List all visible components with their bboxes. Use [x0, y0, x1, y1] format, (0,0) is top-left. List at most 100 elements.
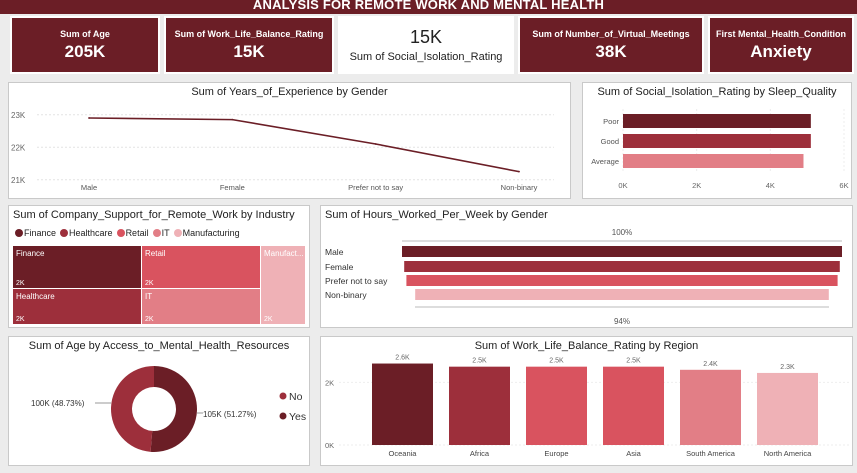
legend-item[interactable]: Manufacturing	[173, 228, 240, 238]
treemap-cell-label: IT	[145, 292, 152, 301]
kpi-label: Sum of Number_of_Virtual_Meetings	[532, 29, 690, 39]
x-tick-label: Africa	[470, 449, 490, 458]
isolation-bar-chart: 0K 2K 4K 6K Poor Good Average	[591, 109, 849, 190]
company-legend: Finance Healthcare Retail IT Manufacturing	[15, 228, 240, 238]
chart-title: Sum of Company_Support_for_Remote_Work b…	[13, 209, 295, 221]
card-hours-worked[interactable]: Sum of Hours_Worked_Per_Week by Gender 1…	[320, 205, 853, 328]
x-tick-label: 2K	[692, 181, 701, 190]
treemap-cell-label: Manufact...	[264, 249, 304, 258]
y-tick-label: 23K	[11, 111, 26, 120]
slice-label: 100K (48.73%)	[31, 399, 85, 408]
card-isolation-by-sleep[interactable]: Sum of Social_Isolation_Rating by Sleep_…	[582, 82, 852, 199]
category-label: Male	[325, 247, 344, 257]
funnel-bar	[406, 275, 838, 286]
data-label: 2.6K	[395, 355, 410, 362]
legend-label: No	[289, 391, 303, 403]
treemap-cell	[13, 289, 141, 324]
category-label: Average	[591, 157, 619, 166]
kpi-sum-of-age[interactable]: Sum of Age 205K	[10, 16, 160, 74]
legend-label: Healthcare	[69, 228, 113, 238]
legend-label: Finance	[24, 228, 57, 238]
x-tick-label: Asia	[626, 449, 641, 458]
treemap-value-label: 2K	[16, 316, 25, 323]
x-tick-label: Oceania	[389, 449, 418, 458]
bar-europe	[526, 366, 587, 445]
title-bar: ANALYSIS FOR REMOTE WORK AND MENTAL HEAL…	[0, 0, 857, 14]
treemap-cell-label: Finance	[16, 249, 45, 258]
donut-slice-no	[111, 366, 154, 452]
treemap-value-label: 2K	[145, 280, 154, 287]
card-age-by-access[interactable]: Sum of Age by Access_to_Mental_Health_Re…	[8, 336, 310, 466]
chart-title: Sum of Hours_Worked_Per_Week by Gender	[325, 209, 548, 221]
kpi-label: Sum of Age	[60, 29, 110, 39]
data-label: 2.4K	[703, 361, 718, 368]
x-tick-label: Prefer not to say	[348, 183, 403, 192]
legend-swatch	[15, 229, 23, 237]
legend-swatch	[60, 229, 69, 237]
x-tick-label: 6K	[839, 181, 848, 190]
slice-label: 105K (51.27%)	[203, 410, 257, 419]
card-experience-by-gender[interactable]: Sum of Years_of_Experience by Gender 23K…	[8, 82, 571, 199]
legend-swatch	[173, 229, 182, 237]
data-label: 2.5K	[626, 358, 641, 365]
bar-oceania	[372, 363, 433, 445]
treemap-cell-label: Retail	[145, 249, 166, 258]
kpi-value: 15K	[409, 27, 443, 47]
data-point	[88, 117, 90, 119]
donut-slice-yes	[150, 366, 198, 452]
legend-item[interactable]: Healthcare	[60, 228, 113, 238]
legend-swatch	[116, 229, 125, 237]
funnel-bottom-label: 94%	[614, 317, 630, 326]
card-wlb-by-region[interactable]: Sum of Work_Life_Balance_Rating by Regio…	[320, 336, 853, 466]
access-donut-chart: 100K (48.73%) 105K (51.27%) No Yes	[31, 366, 306, 452]
legend-swatch	[152, 229, 161, 237]
kpi-social-isolation[interactable]: 15K Sum of Social_Isolation_Rating	[338, 16, 514, 74]
category-label: Poor	[603, 117, 619, 126]
category-label: Good	[601, 137, 619, 146]
treemap-value-label: 2K	[16, 280, 25, 287]
legend-label: Yes	[289, 411, 306, 423]
kpi-mental-health-condition[interactable]: First Mental_Health_Condition Anxiety	[708, 16, 854, 74]
data-label: 2.3K	[780, 364, 795, 371]
x-tick-label: Female	[220, 183, 245, 192]
chart-title: Sum of Years_of_Experience by Gender	[191, 86, 388, 98]
data-point	[231, 118, 234, 121]
y-tick-label: 22K	[11, 143, 26, 152]
funnel-bar	[415, 289, 829, 300]
bar-good	[623, 134, 811, 148]
treemap-value-label: 2K	[145, 316, 154, 323]
card-company-support[interactable]: Sum of Company_Support_for_Remote_Work b…	[8, 205, 310, 328]
bar-africa	[449, 366, 510, 445]
x-tick-label: 4K	[766, 181, 775, 190]
bar-north-america	[757, 372, 818, 445]
x-tick-label: 0K	[618, 181, 627, 190]
kpi-work-life-balance[interactable]: Sum of Work_Life_Balance_Rating 15K	[164, 16, 334, 74]
bar-average	[623, 154, 804, 168]
legend-item[interactable]: Finance	[15, 228, 56, 238]
x-tick-label: Non-binary	[501, 183, 538, 192]
y-tick-label: 0K	[325, 441, 334, 450]
experience-line-chart: 23K 22K 21K Male Female Prefer not to say Non-…	[11, 111, 554, 192]
funnel-bar	[404, 261, 840, 272]
treemap-cell	[13, 246, 141, 288]
kpi-virtual-meetings[interactable]: Sum of Number_of_Virtual_Meetings 38K	[518, 16, 704, 74]
x-tick-label: South America	[686, 449, 736, 458]
company-treemap: Finance 2K Healthcare 2K Retail 2K IT 2K Manufac…	[13, 246, 305, 324]
series-line	[88, 117, 520, 173]
category-label: Non-binary	[325, 290, 367, 300]
legend-item[interactable]: Retail	[116, 228, 149, 238]
kpi-value: 38K	[595, 42, 627, 61]
funnel-bar	[402, 246, 842, 257]
legend-label: Retail	[125, 228, 149, 238]
bar-south-america	[680, 369, 741, 445]
treemap-cell	[142, 246, 260, 288]
y-tick-label: 21K	[11, 176, 26, 185]
legend-label: IT	[161, 228, 170, 238]
kpi-label: Sum of Social_Isolation_Rating	[349, 51, 503, 63]
legend-item[interactable]: IT	[152, 228, 170, 238]
chart-title: Sum of Work_Life_Balance_Rating by Regio…	[474, 340, 699, 352]
y-tick-label: 2K	[325, 378, 334, 387]
bar-asia	[603, 366, 664, 445]
category-label: Female	[325, 262, 354, 272]
legend-swatch	[279, 412, 287, 420]
